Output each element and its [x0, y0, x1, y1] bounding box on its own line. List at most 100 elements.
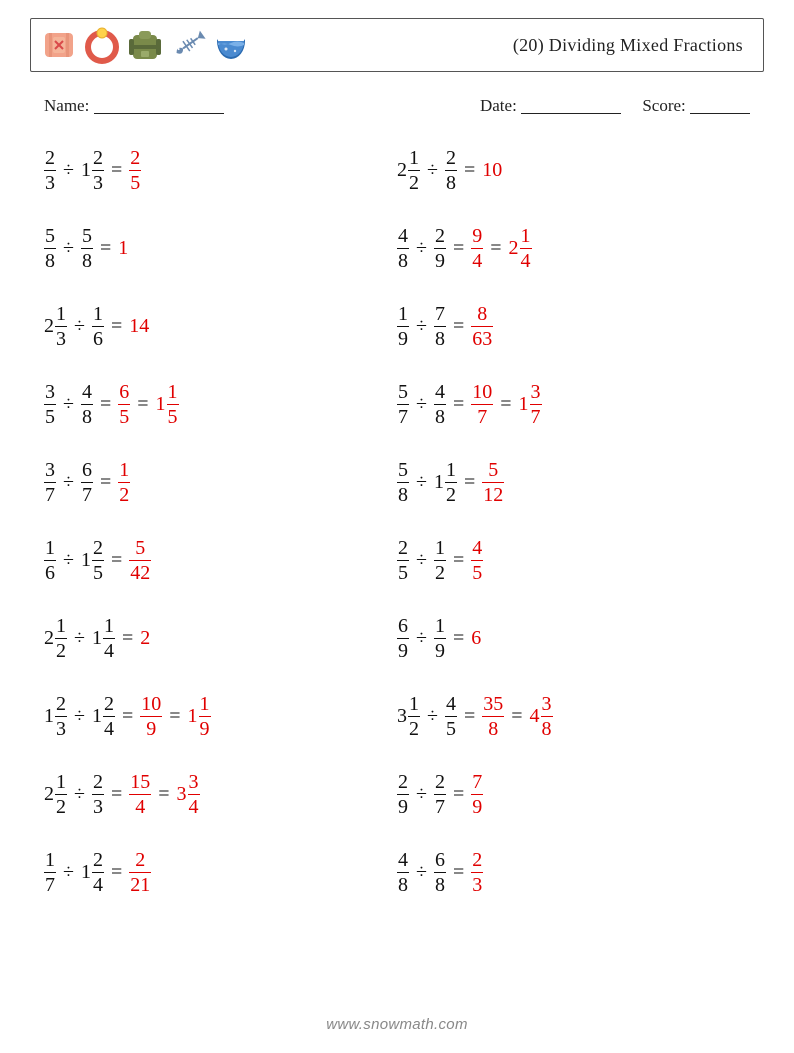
- fraction-denominator: 12: [482, 485, 504, 505]
- fraction: 29: [397, 772, 409, 817]
- problem-row: 48÷68=23: [397, 848, 750, 896]
- fraction-numerator: 1: [199, 694, 211, 714]
- answer-value: 109: [140, 694, 162, 739]
- fraction-bar: [482, 482, 504, 483]
- fraction-denominator: 8: [81, 407, 93, 427]
- operator-divide: ÷: [416, 861, 427, 884]
- fraction: 16: [44, 538, 56, 583]
- problems-col-right: 212÷28=1048÷29=94=21419÷78=86357÷48=107=…: [397, 146, 750, 926]
- fraction-denominator: 2: [445, 485, 457, 505]
- equals-sign: =: [122, 627, 133, 650]
- fraction-denominator: 2: [55, 797, 67, 817]
- fraction: 48: [397, 850, 409, 895]
- fraction: 14: [520, 226, 532, 271]
- fraction: 29: [434, 226, 446, 271]
- fraction-denominator: 8: [397, 875, 409, 895]
- mixed-whole: 1: [81, 159, 91, 182]
- fraction: 58: [397, 460, 409, 505]
- fraction: 12: [408, 148, 420, 193]
- fraction-bar: [434, 794, 446, 795]
- fraction-denominator: 7: [434, 797, 446, 817]
- fraction-bar: [397, 326, 409, 327]
- fraction-bar: [44, 482, 56, 483]
- backpack-icon: [125, 25, 165, 65]
- fraction-bar: [397, 794, 409, 795]
- mixed-whole: 2: [509, 237, 519, 260]
- fraction-numerator: 7: [471, 772, 483, 792]
- fishbowl-icon: [211, 25, 251, 65]
- fraction-bar: [140, 716, 162, 717]
- fraction-bar: [44, 872, 56, 873]
- fraction-numerator: 6: [397, 616, 409, 636]
- fraction-bar: [55, 326, 67, 327]
- fraction: 68: [434, 850, 446, 895]
- answer-value: 94: [471, 226, 483, 271]
- fraction-denominator: 8: [445, 173, 457, 193]
- fraction-denominator: 4: [134, 797, 146, 817]
- mixed-whole: 1: [92, 627, 102, 650]
- fraction: 78: [434, 304, 446, 349]
- operator-divide: ÷: [416, 471, 427, 494]
- answer-value: 221: [129, 850, 151, 895]
- fraction-bar: [118, 404, 130, 405]
- fraction: 12: [408, 694, 420, 739]
- fraction-denominator: 8: [434, 875, 446, 895]
- fraction-bar: [397, 482, 409, 483]
- bandage-icon: [39, 25, 79, 65]
- info-row: Name: Date: Score:: [30, 96, 764, 116]
- answer-value: 65: [118, 382, 130, 427]
- fraction-numerator: 4: [397, 850, 409, 870]
- problem-row: 212÷28=10: [397, 146, 750, 194]
- fraction: 79: [471, 772, 483, 817]
- fraction: 48: [434, 382, 446, 427]
- fraction: 542: [129, 538, 151, 583]
- name-blank[interactable]: [94, 113, 224, 114]
- fraction-numerator: 2: [445, 148, 457, 168]
- equals-sign: =: [137, 393, 148, 416]
- fraction-bar: [118, 482, 130, 483]
- fraction-numerator: 8: [476, 304, 488, 324]
- problem-row: 212÷114=2: [44, 614, 397, 662]
- fraction: 12: [445, 460, 457, 505]
- score-label: Score:: [642, 96, 685, 115]
- fraction-bar: [44, 404, 56, 405]
- problem-row: 213÷16=14: [44, 302, 397, 350]
- fraction-bar: [434, 326, 446, 327]
- operator-divide: ÷: [63, 861, 74, 884]
- fraction-numerator: 1: [92, 304, 104, 324]
- fraction-denominator: 3: [92, 797, 104, 817]
- fraction-numerator: 1: [445, 460, 457, 480]
- equals-sign: =: [158, 783, 169, 806]
- fraction-bar: [92, 326, 104, 327]
- fraction-denominator: 8: [487, 719, 499, 739]
- fraction-numerator: 1: [55, 616, 67, 636]
- operator-divide: ÷: [74, 705, 85, 728]
- answer-value: 10: [482, 159, 502, 182]
- fishbone-icon: [168, 25, 208, 65]
- answer-value: 358: [482, 694, 504, 739]
- score-blank[interactable]: [690, 113, 750, 114]
- equals-sign: =: [464, 705, 475, 728]
- fraction-denominator: 8: [397, 251, 409, 271]
- equals-sign: =: [453, 627, 464, 650]
- problem-row: 29÷27=79: [397, 770, 750, 818]
- fraction-numerator: 1: [397, 304, 409, 324]
- fraction-bar: [471, 326, 493, 327]
- equals-sign: =: [453, 861, 464, 884]
- fraction-numerator: 2: [92, 538, 104, 558]
- fraction-denominator: 8: [44, 251, 56, 271]
- mixed-whole: 3: [397, 705, 407, 728]
- fraction-bar: [471, 248, 483, 249]
- fraction-bar: [445, 482, 457, 483]
- equals-sign: =: [169, 705, 180, 728]
- answer-value: 2: [140, 627, 150, 650]
- fraction-bar: [103, 716, 115, 717]
- fraction-numerator: 1: [167, 382, 179, 402]
- fraction-denominator: 3: [44, 173, 56, 193]
- equals-sign: =: [122, 705, 133, 728]
- problem-row: 57÷48=107=137: [397, 380, 750, 428]
- fraction-bar: [129, 872, 151, 873]
- fraction-denominator: 9: [434, 641, 446, 661]
- fraction-denominator: 5: [397, 563, 409, 583]
- date-blank[interactable]: [521, 113, 621, 114]
